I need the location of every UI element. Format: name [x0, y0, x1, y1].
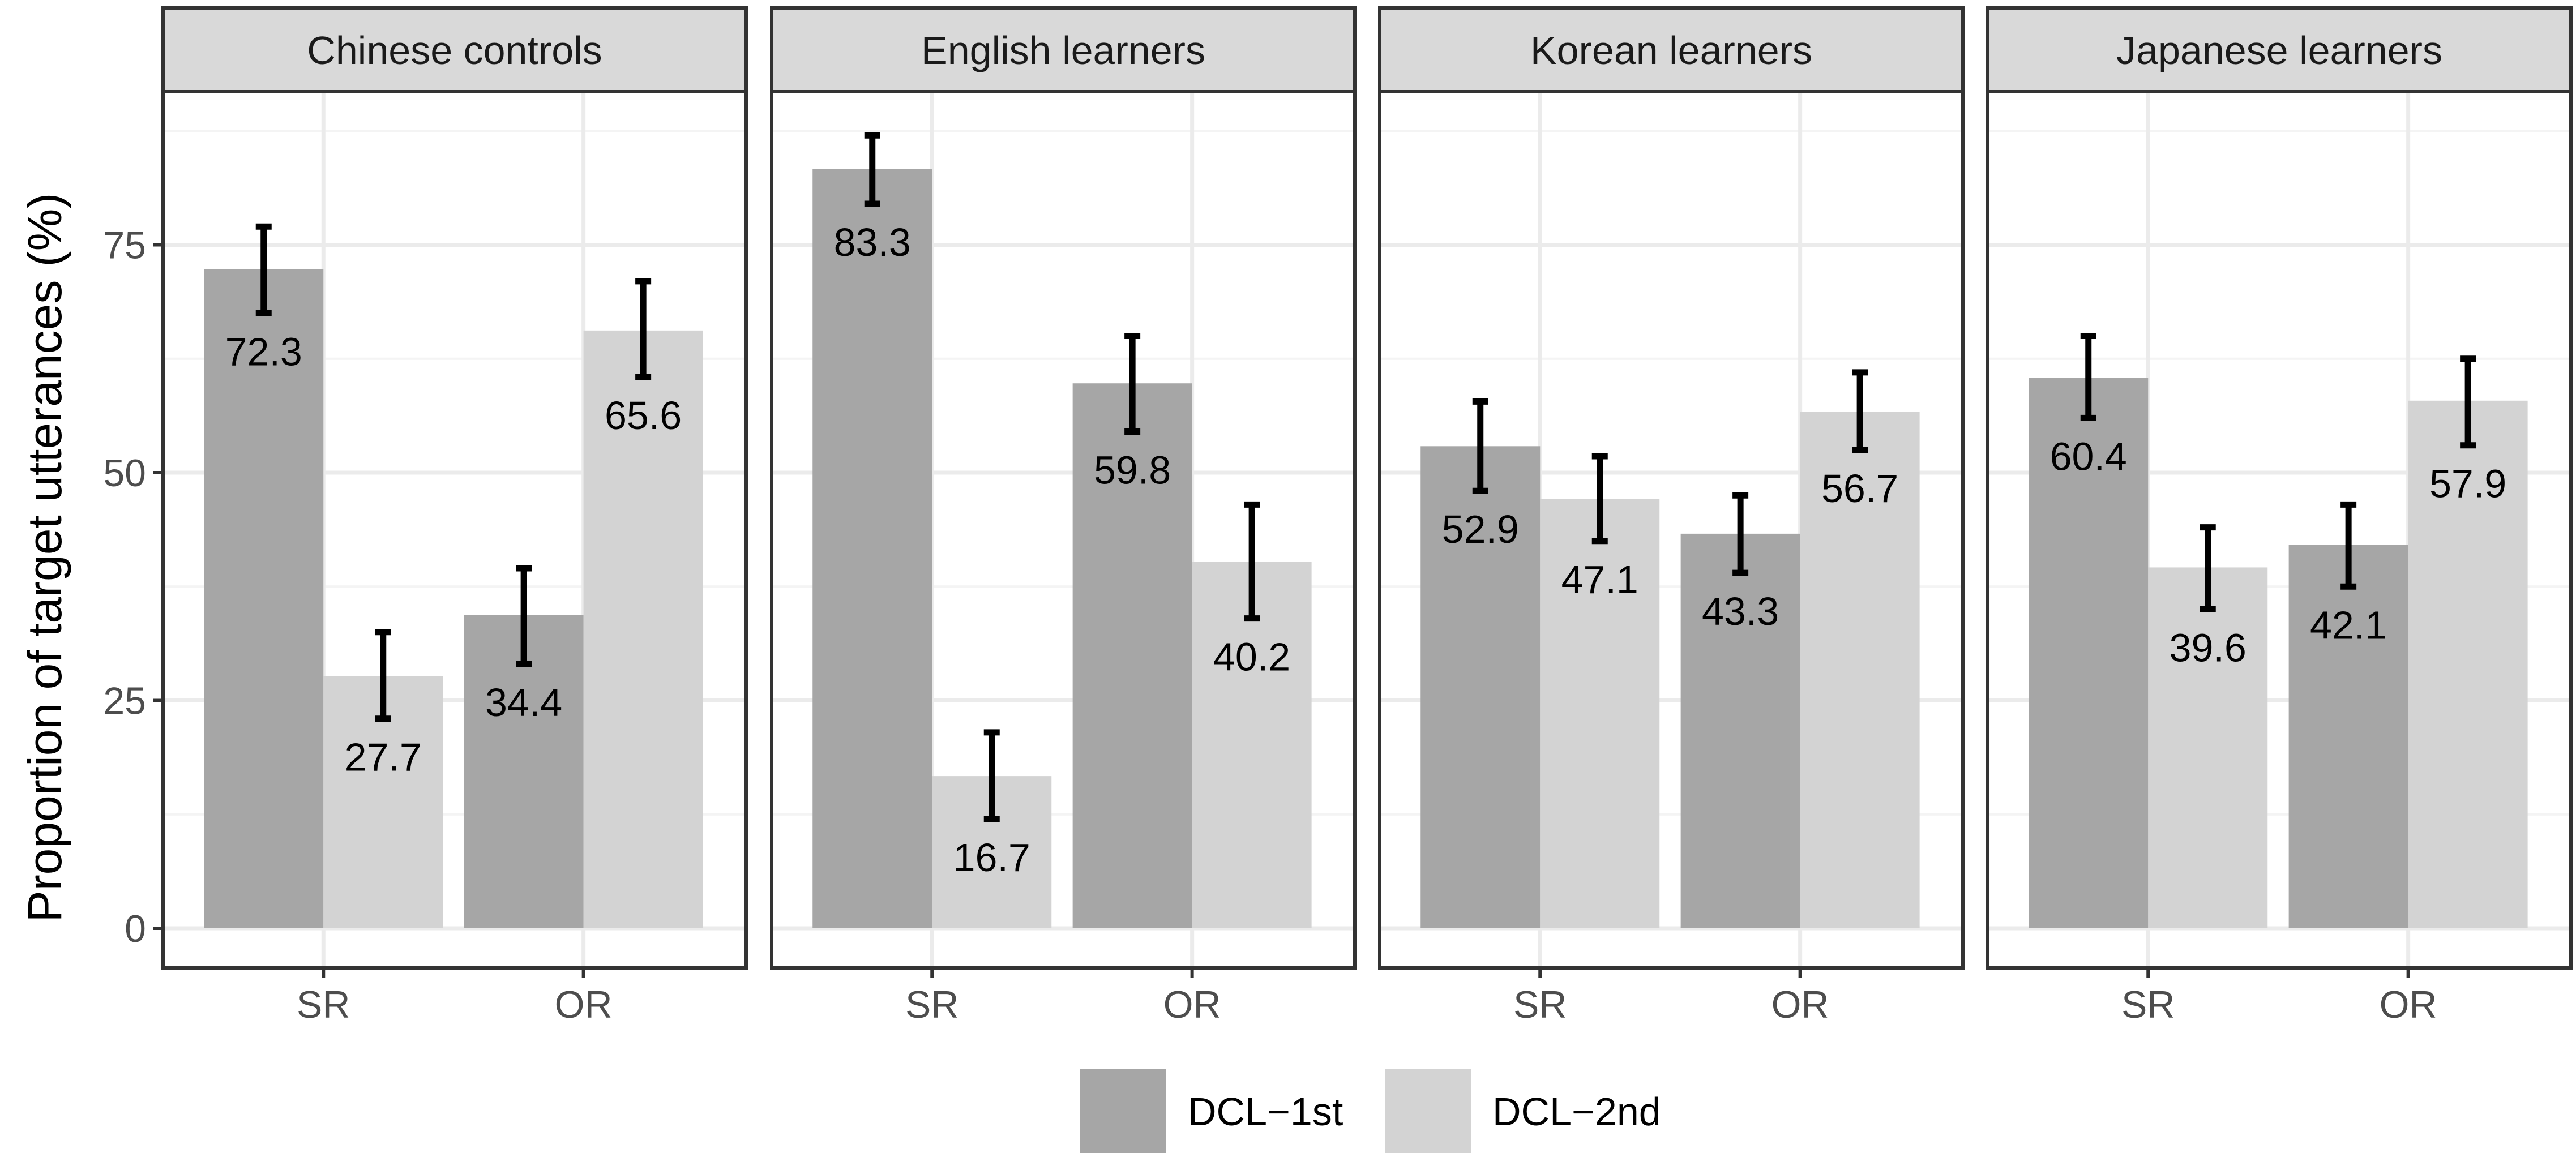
facet-strip [770, 6, 1357, 93]
x-tick-label: OR [2380, 983, 2437, 1026]
data-label: 40.2 [1213, 635, 1290, 679]
data-label: 52.9 [1442, 507, 1519, 551]
data-label: 65.6 [605, 393, 682, 438]
y-axis-title: Proportion of target utterances (%) [18, 193, 71, 923]
bar [2288, 545, 2408, 928]
data-label: 47.1 [1561, 558, 1638, 602]
legend-key [1385, 1069, 1471, 1153]
y-tick-label: 0 [125, 907, 146, 950]
bar [1540, 499, 1660, 928]
data-label: 39.6 [2170, 626, 2246, 670]
data-label: 57.9 [2429, 462, 2506, 506]
bar [583, 330, 703, 928]
y-tick-label: 50 [103, 452, 146, 495]
bar [2148, 567, 2268, 928]
legend-key [1080, 1069, 1166, 1153]
bar [1680, 533, 1800, 928]
facet-strip [1986, 6, 2573, 93]
data-label: 72.3 [225, 329, 302, 374]
facet-strip [161, 6, 748, 93]
panels: 72.3 27.7 34.4 65.6 Chinese controls SR OR 0 25 5… [103, 6, 2573, 1026]
legend: DCL−1st DCL−2nd [1080, 1069, 1661, 1153]
bar [204, 269, 324, 929]
bar [1800, 412, 1920, 928]
x-tick-label: SR [297, 983, 350, 1026]
facet-strip [1378, 6, 1965, 93]
bar [1420, 446, 1541, 928]
data-label: 59.8 [1094, 448, 1171, 492]
data-label: 27.7 [345, 735, 422, 779]
facet-title: Korean learners [1530, 28, 1812, 72]
panel: 72.3 27.7 34.4 65.6 Chinese controls SR OR 0 25 5… [103, 6, 748, 1026]
legend-label: DCL−2nd [1492, 1090, 1661, 1134]
panel: 60.4 39.6 42.1 57.9 Japanese learners SR OR [1986, 6, 2573, 1026]
facet-title: Japanese learners [2116, 28, 2442, 72]
x-tick-label: SR [1513, 983, 1567, 1026]
bar [2408, 400, 2528, 928]
x-tick-label: OR [1163, 983, 1221, 1026]
facet-title: Chinese controls [307, 28, 602, 72]
x-tick-label: SR [2121, 983, 2175, 1026]
data-label: 42.1 [2310, 603, 2387, 647]
bar [1072, 383, 1192, 928]
data-label: 16.7 [953, 835, 1030, 880]
data-label: 34.4 [485, 680, 562, 725]
panel: 52.9 47.1 43.3 56.7 Korean learners SR OR [1378, 6, 1965, 1026]
data-label: 43.3 [1702, 589, 1779, 633]
bar [1192, 562, 1312, 928]
data-label: 60.4 [2050, 434, 2127, 478]
legend-label: DCL−1st [1188, 1090, 1343, 1134]
y-tick-label: 75 [103, 224, 146, 267]
x-tick-label: OR [555, 983, 613, 1026]
y-tick-label: 25 [103, 680, 146, 723]
bar [2029, 378, 2149, 928]
data-label: 83.3 [834, 220, 911, 264]
bar [812, 169, 932, 928]
x-tick-label: OR [1771, 983, 1829, 1026]
panel: 83.3 16.7 59.8 40.2 English learners SR OR [770, 6, 1357, 1026]
data-label: 56.7 [1821, 466, 1898, 511]
facet-title: English learners [921, 28, 1205, 72]
x-tick-label: SR [905, 983, 958, 1026]
